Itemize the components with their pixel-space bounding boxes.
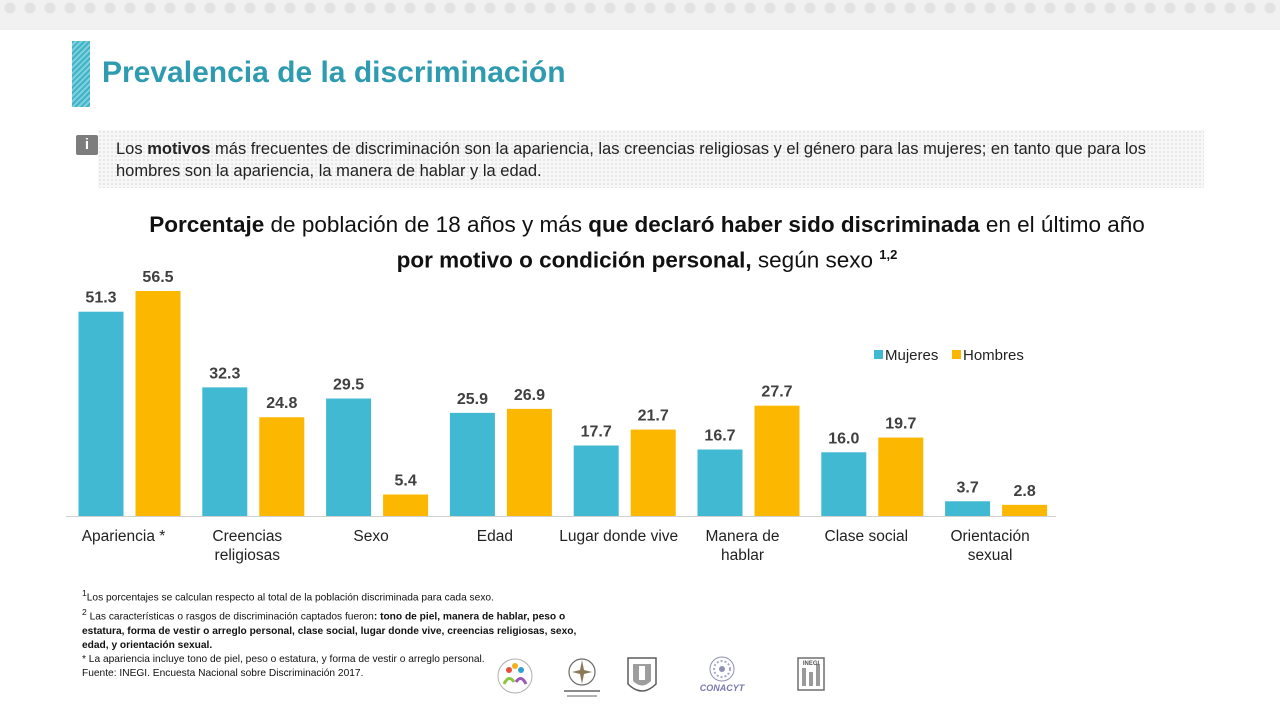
footnote-3: * La apariencia incluye tono de piel, pe… [82, 653, 485, 665]
category-label: Sexo [353, 528, 388, 545]
unam-logo-icon [622, 654, 662, 704]
bar-hombres [1002, 504, 1048, 516]
data-label: 2.8 [1013, 483, 1035, 500]
category-label: Edad [477, 528, 513, 545]
conacyt-logo-text: CONACYT [700, 683, 746, 693]
footnote-1-marker: 1 [82, 588, 87, 598]
data-label: 56.5 [142, 269, 173, 286]
category-label: hablar [721, 547, 764, 564]
footnote-2-text: Las características o rasgos de discrimi… [89, 611, 374, 623]
legend-label-mujeres: Mujeres [885, 347, 938, 364]
bar-hombres [383, 494, 429, 516]
bar-hombres [135, 291, 181, 516]
conapred-logo-icon [494, 654, 538, 704]
title-accent-bar [72, 41, 90, 107]
bar-mujeres [78, 311, 124, 516]
bar-mujeres [697, 449, 743, 516]
footnote-2-bold: : tono de piel, manera de hablar, peso o… [82, 611, 577, 651]
data-label: 32.3 [209, 365, 240, 382]
chart-title-superscript: 1,2 [879, 247, 898, 262]
category-label: Creencias [212, 528, 282, 545]
inegi-logo-icon: INEGI [790, 654, 834, 704]
info-icon: i [76, 135, 98, 155]
info-text-part: más frecuentes de discriminación son la … [116, 140, 1146, 180]
data-label: 51.3 [85, 290, 116, 307]
category-label: sexual [968, 547, 1013, 564]
data-label: 17.7 [581, 424, 612, 441]
chart-title: Porcentaje de población de 18 años y más… [0, 210, 1280, 276]
footnote-1-text: Los porcentajes se calculan respecto al … [86, 592, 494, 604]
category-label: Apariencia * [82, 528, 166, 545]
chart-title-bold: por motivo o condición personal, [396, 247, 752, 273]
footnote-2: 2 Las características o rasgos de discri… [82, 605, 582, 652]
info-text-part: Los [116, 140, 148, 158]
footnote-2-marker: 2 [82, 607, 87, 618]
data-label: 16.0 [828, 430, 859, 447]
bar-hombres [506, 408, 552, 516]
legend-label-hombres: Hombres [963, 347, 1024, 364]
logo-strip: CONACYT INEGI [494, 654, 854, 704]
chart-title-bold: que declaró haber sido discriminada [588, 212, 980, 237]
category-label: religiosas [215, 547, 281, 564]
category-label: Orientación [950, 528, 1029, 545]
footnote-1: 1Los porcentajes se calculan respecto al… [82, 586, 582, 605]
info-text-bold: motivos [147, 140, 211, 158]
data-label: 16.7 [704, 427, 735, 444]
data-label: 5.4 [394, 472, 416, 489]
data-label: 27.7 [761, 384, 792, 401]
chart-title-part: de población de 18 años y más [264, 212, 589, 237]
bar-mujeres [202, 387, 248, 516]
legend-swatch-hombres [952, 350, 961, 359]
bar-mujeres [449, 412, 495, 516]
data-label: 19.7 [885, 416, 916, 433]
bar-hombres [259, 417, 305, 516]
data-label: 21.7 [638, 408, 669, 425]
conacyt-logo-icon: CONACYT [686, 654, 758, 704]
data-label: 3.7 [956, 479, 978, 496]
data-label: 29.5 [333, 377, 364, 394]
chart-title-part: en el último año [979, 212, 1145, 237]
page-title: Prevalencia de la discriminación [102, 56, 566, 89]
chart-title-bold: Porcentaje [149, 212, 265, 237]
decorative-header-band [0, 0, 1280, 30]
legend-swatch-mujeres [874, 350, 883, 359]
bar-hombres [754, 405, 800, 516]
category-label: Lugar donde vive [559, 528, 678, 545]
bar-hombres [630, 429, 676, 516]
category-label: Clase social [825, 528, 909, 545]
bar-mujeres [821, 452, 867, 516]
footnotes: 1Los porcentajes se calculan respecto al… [82, 586, 582, 681]
bar-mujeres [945, 501, 991, 516]
chart-title-part: según sexo [751, 247, 880, 273]
bar-mujeres [326, 398, 372, 516]
data-label: 24.8 [266, 395, 297, 412]
cndh-logo-icon [558, 654, 606, 704]
inegi-logo-text: INEGI [803, 661, 820, 667]
data-label: 26.9 [514, 387, 545, 404]
source-note: Fuente: INEGI. Encuesta Nacional sobre D… [82, 667, 364, 679]
info-box [98, 130, 1204, 188]
bar-hombres [878, 437, 924, 516]
data-label: 25.9 [457, 391, 488, 408]
category-label: Manera de [705, 528, 779, 545]
bar-mujeres [573, 445, 619, 516]
info-text: Los motivos más frecuentes de discrimina… [116, 138, 1196, 182]
